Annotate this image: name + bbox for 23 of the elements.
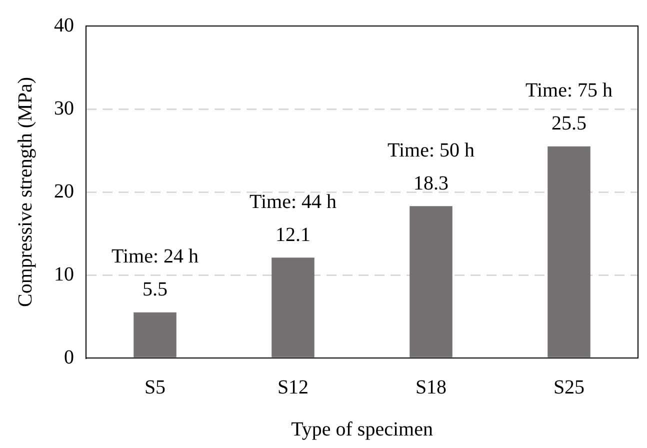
- annotation: Time: 75 h: [525, 80, 613, 102]
- x-axis-title: Type of specimen: [291, 418, 433, 440]
- y-tick-label: 40: [54, 14, 74, 36]
- y-tick-label: 20: [54, 180, 74, 202]
- bar: [134, 312, 176, 358]
- annotation: Time: 24 h: [111, 246, 199, 268]
- x-tick-label: S18: [415, 376, 447, 398]
- x-tick-label: S5: [144, 376, 166, 398]
- data-label: 12.1: [276, 224, 310, 246]
- bar: [272, 258, 314, 358]
- data-label: 25.5: [552, 112, 586, 135]
- annotation: Time: 44 h: [249, 190, 337, 213]
- data-label: 18.3: [414, 172, 448, 194]
- y-tick-label: 30: [54, 97, 74, 120]
- annotation: Time: 50 h: [387, 139, 475, 162]
- data-label: 5.5: [142, 278, 168, 301]
- bar: [410, 206, 452, 358]
- y-tick-label: 10: [54, 263, 74, 286]
- x-tick-label: S12: [277, 376, 309, 398]
- y-axis-title: Compressive strength (MPa): [14, 77, 36, 307]
- bar: [548, 146, 590, 358]
- x-tick-label: S25: [553, 376, 585, 398]
- y-tick-label: 0: [64, 346, 74, 368]
